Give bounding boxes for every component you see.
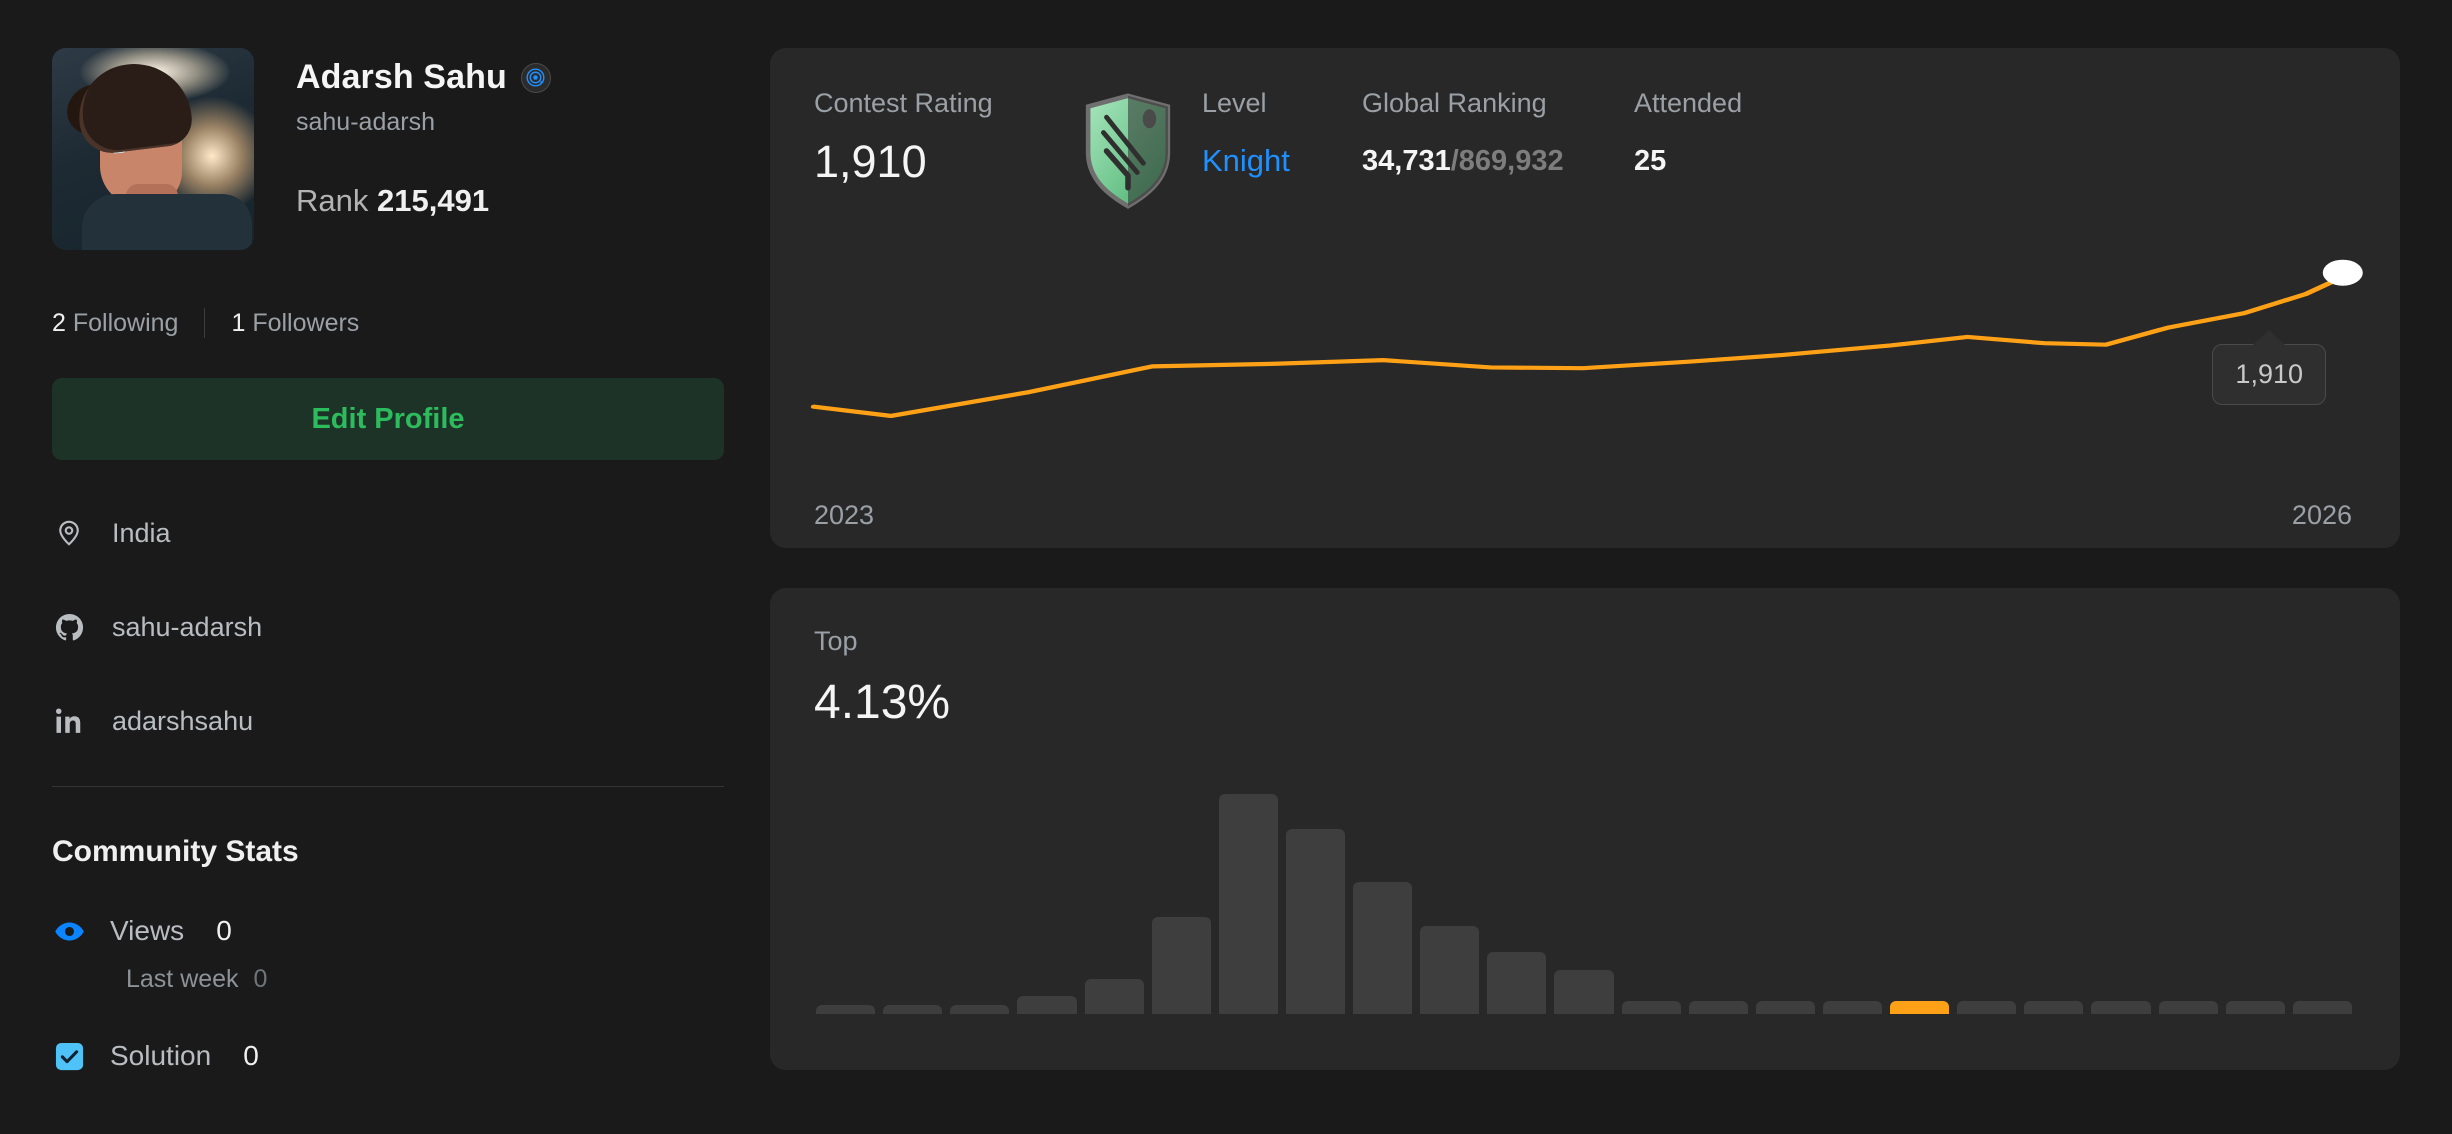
followers-count: 1: [231, 308, 246, 337]
profile-sidebar: Adarsh Sahu sahu-adarsh Rank 215,491: [0, 0, 770, 1134]
level-block: Level Knight: [1202, 88, 1362, 178]
sidebar-divider: [52, 786, 724, 787]
distribution-bar[interactable]: [1420, 926, 1480, 1014]
profile-link-linkedin[interactable]: adarshsahu: [52, 692, 718, 750]
username-handle: sahu-adarsh: [296, 108, 435, 136]
solution-value: 0: [243, 1040, 259, 1071]
page-title: Adarsh Sahu: [296, 58, 507, 96]
attended-block: Attended 25: [1634, 90, 1754, 176]
profile-links: India sahu-adarsh adar: [52, 504, 718, 750]
following-count: 2: [52, 308, 66, 337]
rating-line-chart[interactable]: [810, 244, 2363, 474]
distribution-bar[interactable]: [1487, 952, 1547, 1014]
profile-link-github[interactable]: sahu-adarsh: [52, 598, 718, 656]
distribution-bar[interactable]: [2091, 1000, 2151, 1014]
global-rank-total: /869,932: [1450, 145, 1564, 177]
views-last-week: Last week 0: [126, 965, 718, 994]
distribution-bar[interactable]: [883, 1005, 943, 1014]
following-label: Following: [72, 308, 179, 337]
community-stats-title: Community Stats: [52, 835, 299, 868]
distribution-bar-chart[interactable]: [816, 794, 2352, 1014]
x-axis-start-label: 2023: [814, 500, 875, 530]
contest-stats-strip: Contest Rating 1,910: [814, 90, 2352, 210]
contest-rating-label: Contest Rating: [814, 88, 993, 118]
tooltip-arrow-icon: [2253, 330, 2286, 345]
contest-rating-block: Contest Rating 1,910: [814, 88, 1082, 187]
profile-header: Adarsh Sahu sahu-adarsh Rank 215,491: [52, 48, 718, 250]
contest-rating-value: 1,910: [814, 136, 927, 187]
distribution-bar[interactable]: [2225, 1000, 2285, 1014]
rating-distribution-panel: Top 4.13%: [770, 588, 2400, 1070]
distribution-bar[interactable]: [1957, 1000, 2017, 1014]
profile-link-location[interactable]: India: [52, 504, 718, 562]
followers-link[interactable]: 1 Followers: [231, 309, 359, 338]
distribution-bar[interactable]: [1890, 1000, 1950, 1014]
solution-label: Solution: [110, 1040, 212, 1071]
global-ranking-block: Global Ranking 34,731/869,932: [1362, 90, 1634, 176]
distribution-bar[interactable]: [2292, 1000, 2352, 1014]
knight-shield-icon: [1082, 90, 1202, 210]
name-row: Adarsh Sahu: [296, 58, 551, 97]
rating-tooltip: 1,910: [2212, 330, 2326, 405]
community-stat-views[interactable]: Views 0: [52, 915, 718, 947]
following-link[interactable]: 2 Following: [52, 309, 178, 338]
rating-x-axis: 2023 2026: [814, 500, 2352, 531]
distribution-bar[interactable]: [1218, 794, 1278, 1014]
global-ranking-label: Global Ranking: [1362, 88, 1547, 118]
distribution-bar[interactable]: [950, 1005, 1010, 1014]
level-value[interactable]: Knight: [1202, 143, 1290, 178]
global-ranking-value: 34,731/869,932: [1362, 147, 1634, 176]
github-text: sahu-adarsh: [112, 611, 263, 642]
distribution-bar[interactable]: [1554, 970, 1614, 1014]
distribution-bar[interactable]: [1755, 1000, 1815, 1014]
distribution-bar[interactable]: [1688, 1000, 1748, 1014]
distribution-bar[interactable]: [2158, 1000, 2218, 1014]
divider: [204, 308, 206, 338]
location-text: India: [112, 517, 171, 548]
identity-block: Adarsh Sahu sahu-adarsh Rank 215,491: [296, 48, 551, 219]
main-content: Contest Rating 1,910: [770, 0, 2452, 1134]
distribution-bar[interactable]: [1017, 996, 1077, 1014]
views-label: Views: [110, 915, 185, 946]
github-icon: [52, 612, 86, 643]
location-pin-icon: [52, 518, 86, 548]
x-axis-end-label: 2026: [2291, 500, 2352, 530]
distribution-bar[interactable]: [1285, 829, 1345, 1014]
linkedin-icon: [52, 706, 86, 736]
eye-icon: [52, 916, 86, 947]
views-value: 0: [216, 915, 232, 946]
top-percent-value: 4.13%: [814, 676, 951, 729]
distribution-bar[interactable]: [1621, 1000, 1681, 1014]
views-last-week-label: Last week: [126, 965, 239, 993]
top-percent-label: Top: [814, 626, 858, 656]
edit-profile-button[interactable]: Edit Profile: [52, 378, 724, 460]
distribution-bar[interactable]: [1151, 917, 1211, 1014]
global-rank-number: 34,731: [1362, 145, 1451, 177]
rank-label: Rank: [296, 183, 369, 218]
avatar[interactable]: [52, 48, 254, 250]
follow-stats: 2 Following 1 Followers: [52, 308, 718, 338]
verified-spiral-icon[interactable]: [520, 62, 551, 93]
followers-label: Followers: [252, 308, 360, 337]
rank-row: Rank 215,491: [296, 183, 551, 219]
distribution-bar[interactable]: [1353, 882, 1413, 1014]
distribution-bar[interactable]: [816, 1005, 876, 1014]
linkedin-text: adarshsahu: [112, 705, 254, 736]
views-last-week-value: 0: [253, 965, 268, 993]
distribution-bar[interactable]: [1084, 978, 1144, 1014]
level-label: Level: [1202, 88, 1267, 118]
rank-value: 215,491: [377, 183, 490, 218]
distribution-bar[interactable]: [2024, 1000, 2084, 1014]
check-square-icon: [52, 1041, 86, 1072]
tooltip-value: 1,910: [2235, 359, 2303, 389]
distribution-bar[interactable]: [1822, 1000, 1882, 1014]
attended-label: Attended: [1634, 88, 1743, 118]
community-stat-solution[interactable]: Solution 0: [52, 1040, 718, 1072]
contest-rating-panel: Contest Rating 1,910: [770, 48, 2400, 548]
attended-value: 25: [1634, 145, 1667, 177]
